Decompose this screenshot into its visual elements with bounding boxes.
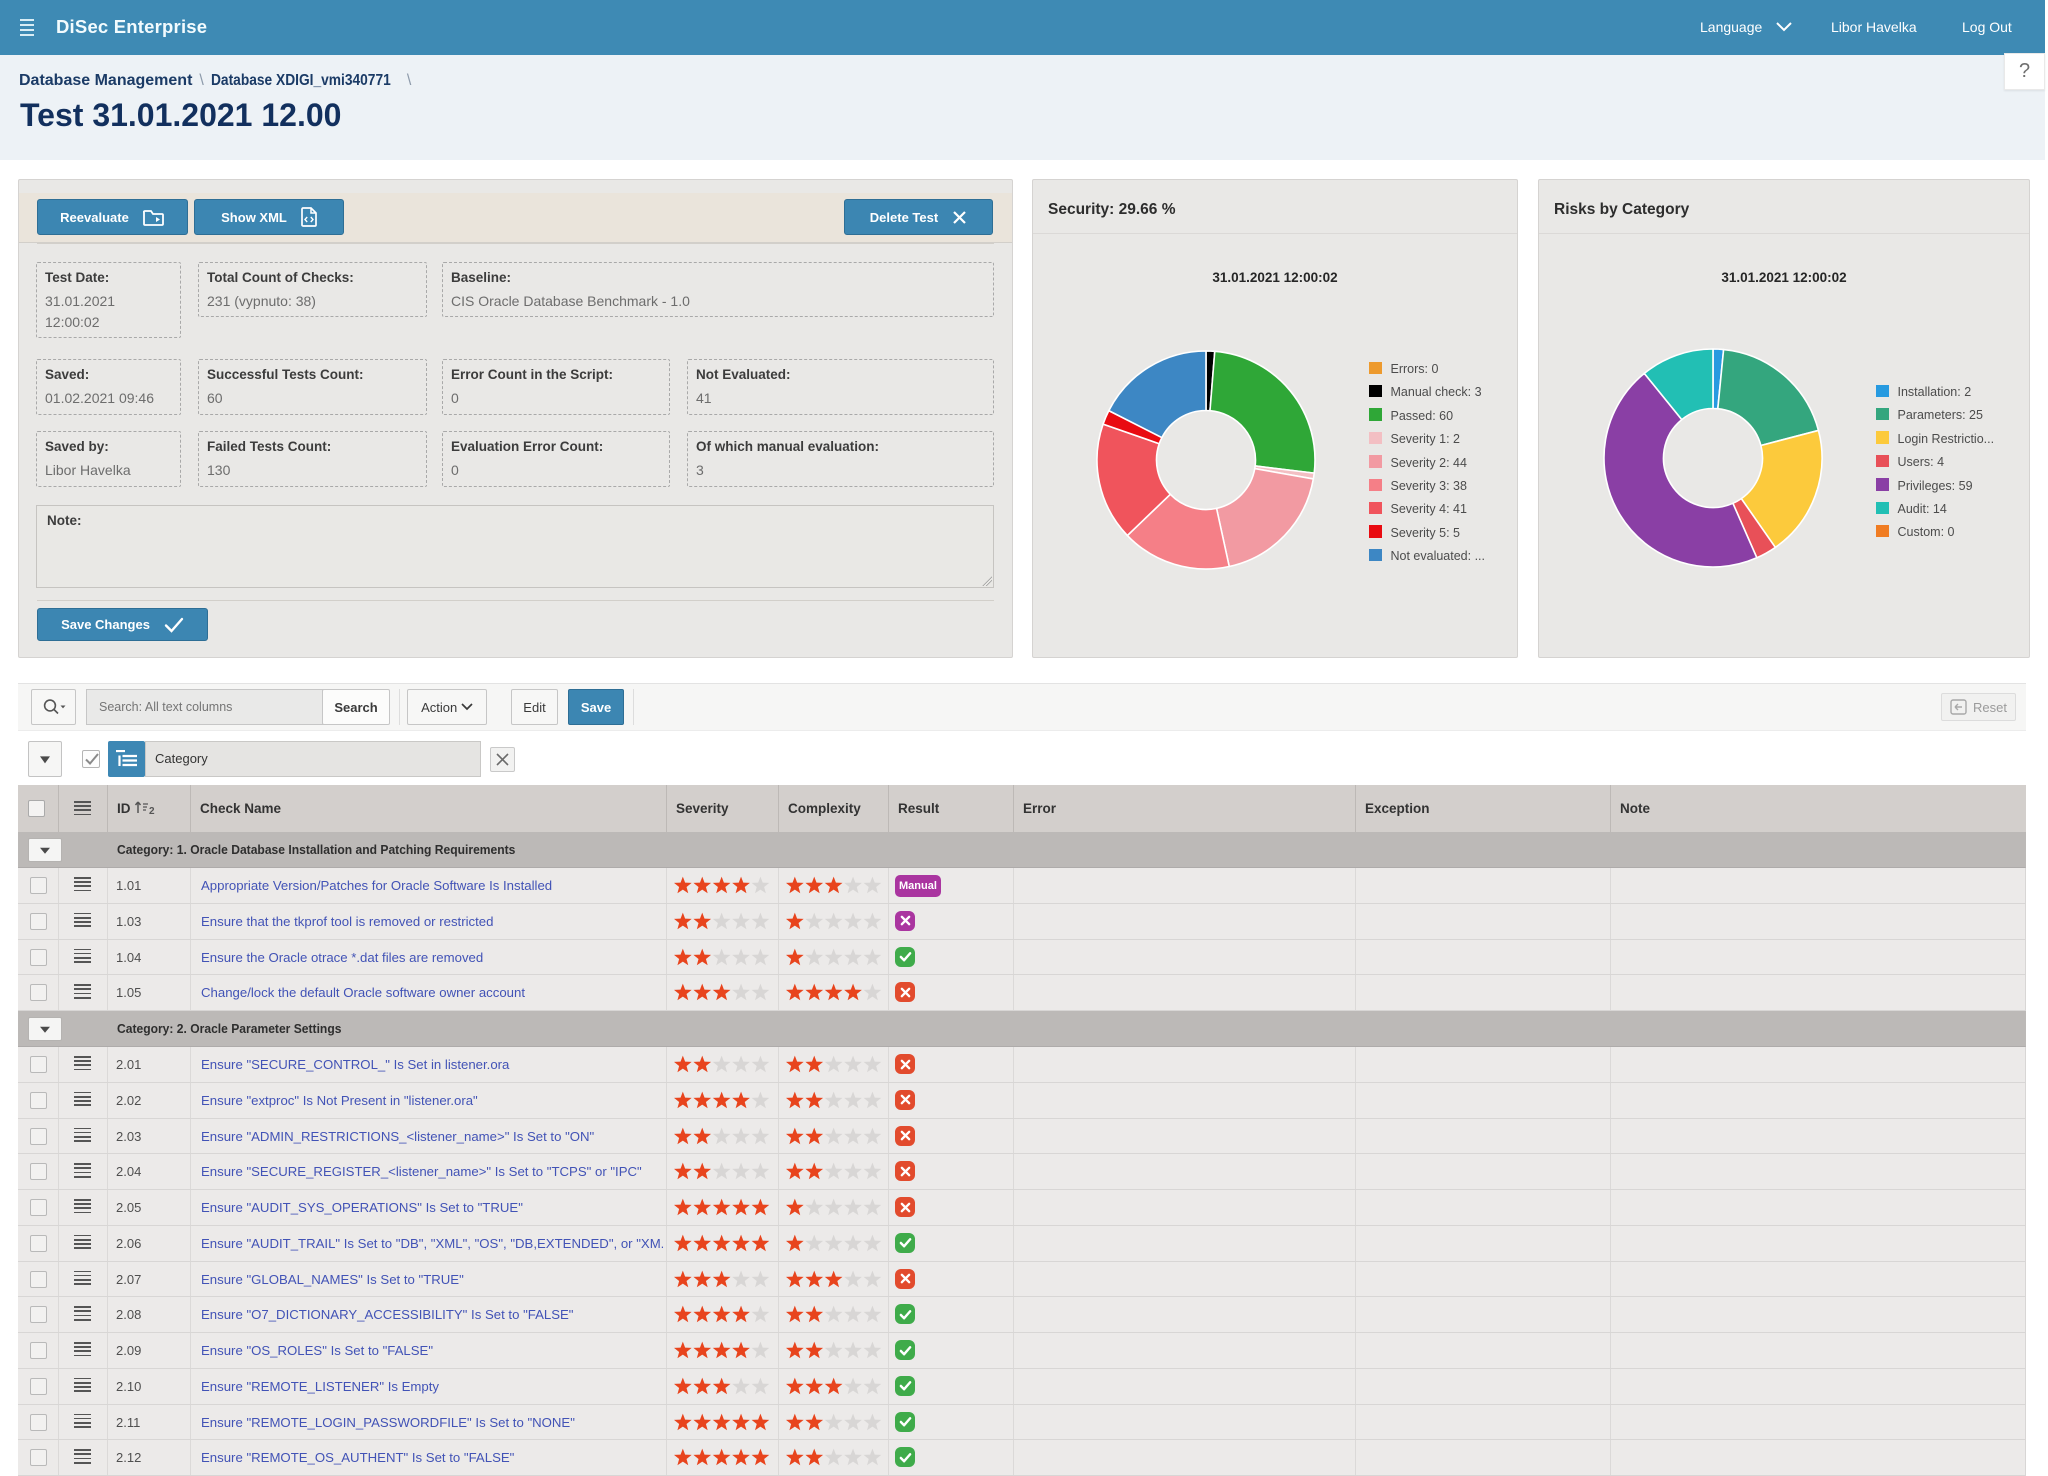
- svg-text:2: 2: [149, 806, 155, 815]
